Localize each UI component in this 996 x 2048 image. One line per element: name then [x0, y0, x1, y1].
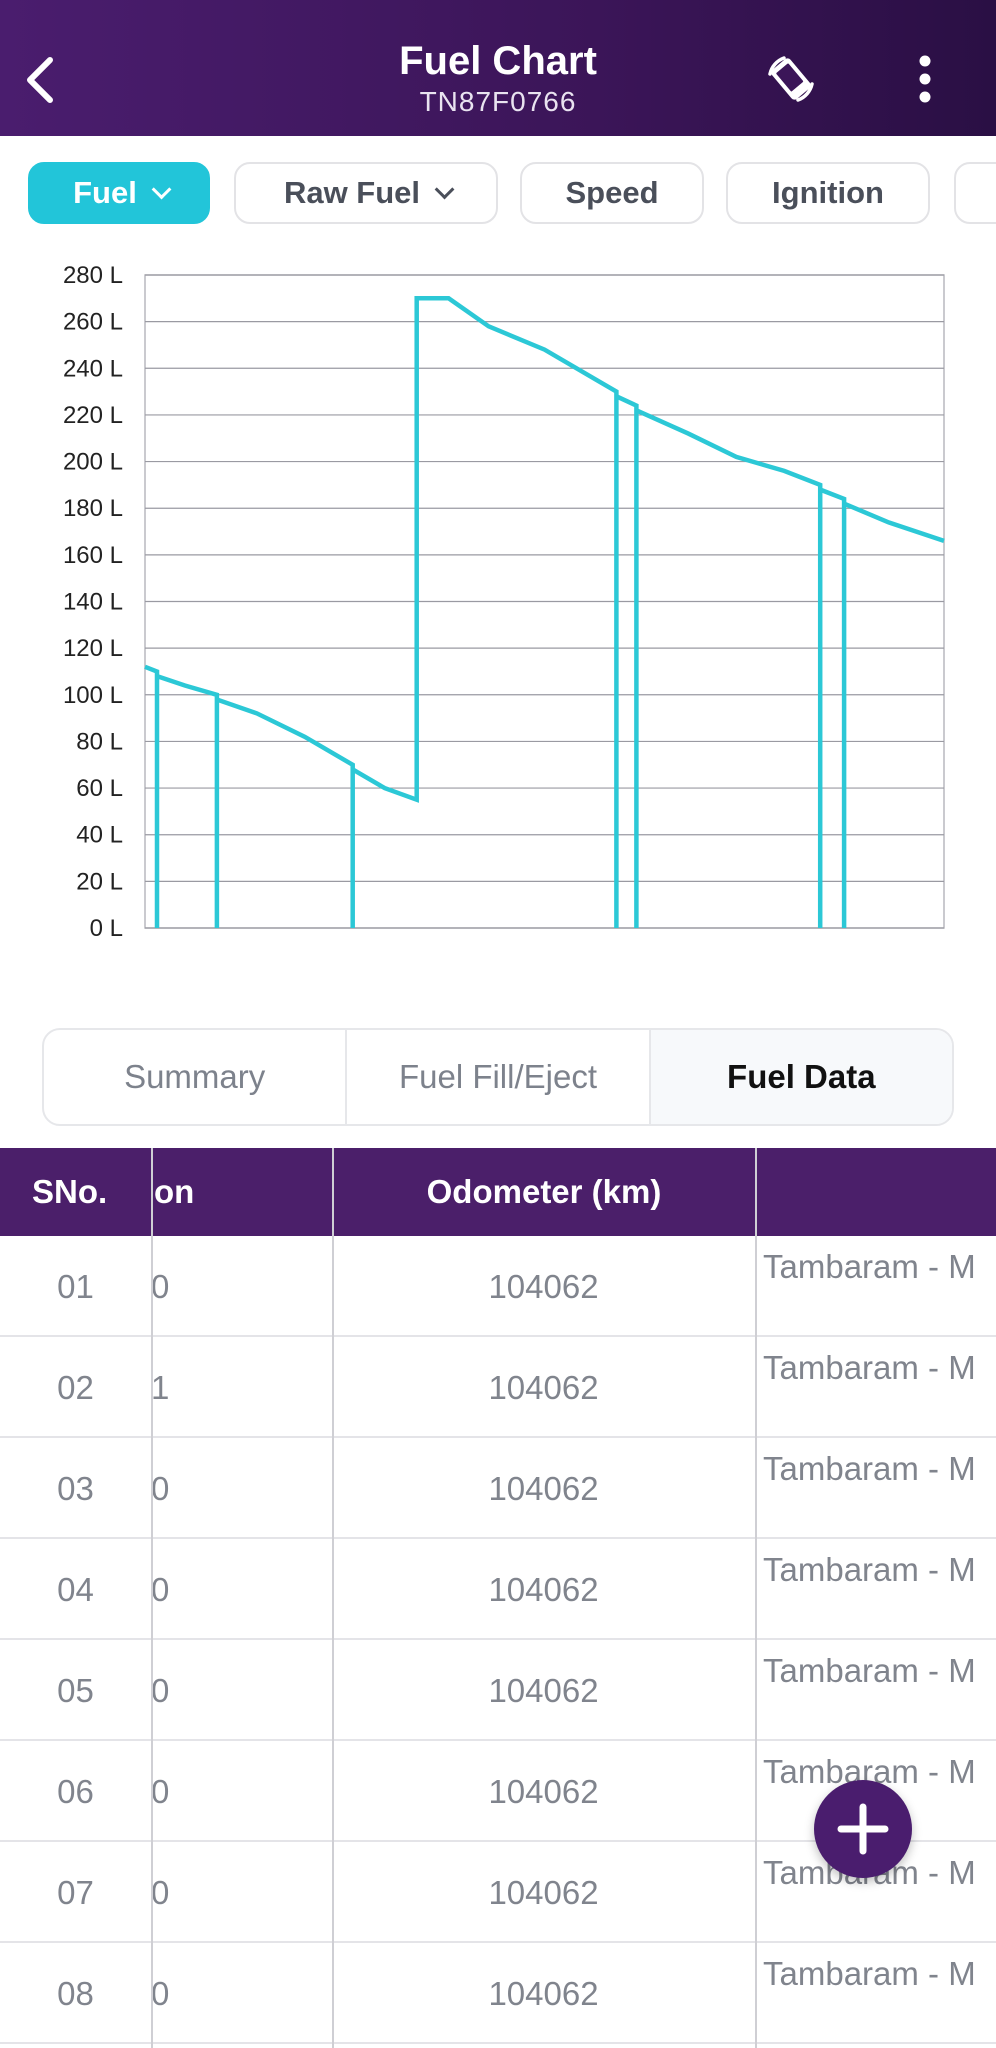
vehicle-number: TN87F0766 [419, 86, 577, 117]
column-divider [755, 1148, 757, 2048]
y-tick-label: 200 L [63, 449, 123, 476]
chevron-down-icon [434, 179, 455, 200]
y-tick-label: 140 L [63, 589, 123, 616]
tab-fuel-data[interactable]: Fuel Data [650, 1030, 952, 1124]
y-tick-label: 60 L [76, 775, 123, 802]
header-odometer: Odometer (km) [426, 1173, 662, 1210]
table-header: SNo. on Odometer (km) [0, 1148, 996, 1236]
y-tick-label: 240 L [63, 355, 123, 382]
cell-odometer: 104062 [488, 1671, 599, 1709]
cell-odometer: 104062 [488, 1267, 599, 1305]
y-tick-label: 0 L [90, 915, 123, 942]
y-tick-label: 120 L [63, 635, 123, 662]
more-vertical-icon [919, 55, 931, 103]
cell-ignition-partial: 0 [151, 1469, 170, 1507]
cell-sno: 02 [57, 1368, 94, 1406]
cell-location: Tambaram - M [763, 1652, 976, 1689]
cell-sno: 01 [57, 1267, 94, 1305]
cell-odometer: 104062 [488, 1469, 599, 1507]
chip-ignition-label: Ignition [772, 175, 884, 210]
y-tick-label: 80 L [76, 728, 123, 755]
cell-ignition-partial: 0 [151, 1570, 170, 1608]
table-row[interactable]: 03 0 104062 Tambaram - M [0, 1438, 996, 1539]
back-button[interactable] [14, 48, 74, 112]
chart-svg: 0 L 20 L 40 L 60 L 80 L 100 L 120 L 140 L 160 L 1… [63, 262, 945, 942]
column-divider [332, 1148, 334, 2048]
y-tick-label: 220 L [63, 402, 123, 429]
y-tick-label: 160 L [63, 542, 123, 569]
page-title: Fuel Chart [399, 39, 597, 83]
cell-ignition-partial: 0 [151, 1267, 170, 1305]
cell-location: Tambaram - M [763, 1551, 976, 1588]
fuel-series-line [144, 296, 945, 928]
chevron-left-icon [27, 57, 53, 103]
y-tick-label: 180 L [63, 495, 123, 522]
cell-sno: 03 [57, 1469, 94, 1507]
cell-location: Tambaram - M [763, 1955, 976, 1992]
cell-ignition-partial: 1 [151, 1368, 170, 1406]
more-options-button[interactable] [905, 50, 945, 110]
app-header: Fuel Chart TN87F0766 [0, 0, 996, 136]
cell-sno: 07 [57, 1873, 94, 1911]
cell-location: Tambaram - M [763, 1248, 976, 1285]
cell-sno: 06 [57, 1772, 94, 1810]
plus-icon [837, 1803, 889, 1855]
cell-sno: 08 [57, 1974, 94, 2012]
rotate-screen-button[interactable] [760, 52, 822, 106]
y-tick-label: 260 L [63, 309, 123, 336]
table-row[interactable]: 01 0 104062 Tambaram - M [0, 1236, 996, 1337]
cell-ignition-partial: 0 [151, 1772, 170, 1810]
fuel-data-table[interactable]: SNo. on Odometer (km) 01 0 104062 Tambaram … [0, 1148, 996, 2048]
column-divider [151, 1148, 153, 2048]
cell-odometer: 104062 [488, 1772, 599, 1810]
y-tick-label: 40 L [76, 822, 123, 849]
cell-location: Tambaram - M [763, 1349, 976, 1386]
chip-ignition[interactable]: Ignition [726, 162, 930, 224]
cell-ignition-partial: 0 [151, 1671, 170, 1709]
table-row[interactable]: 08 0 104062 Tambaram - M [0, 1943, 996, 2044]
header-ignition-partial: on [154, 1173, 195, 1210]
screen-rotate-icon [768, 56, 814, 102]
chip-fuel[interactable]: Fuel [28, 162, 210, 224]
y-tick-label: 280 L [63, 262, 123, 289]
y-tick-label: 100 L [63, 682, 123, 709]
cell-ignition-partial: 0 [151, 1873, 170, 1911]
tab-fuel-fill-eject[interactable]: Fuel Fill/Eject [347, 1030, 651, 1124]
chip-speed[interactable]: Speed [520, 162, 704, 224]
chip-speed-label: Speed [565, 175, 659, 210]
chip-more-partial[interactable] [954, 162, 996, 224]
add-fab-button[interactable] [814, 1780, 912, 1878]
y-tick-label: 20 L [76, 868, 123, 895]
table-row[interactable]: 04 0 104062 Tambaram - M [0, 1539, 996, 1640]
chip-fuel-label: Fuel [73, 175, 137, 210]
cell-sno: 05 [57, 1671, 94, 1709]
chip-raw-fuel-label: Raw Fuel [283, 175, 421, 210]
cell-odometer: 104062 [488, 1873, 599, 1911]
table-row[interactable]: 02 1 104062 Tambaram - M [0, 1337, 996, 1438]
cell-odometer: 104062 [488, 1570, 599, 1608]
cell-location: Tambaram - M [763, 1450, 976, 1487]
chart-type-chips: Fuel Raw Fuel Speed Ignition [0, 162, 996, 226]
cell-sno: 04 [57, 1570, 94, 1608]
header-sno: SNo. [32, 1173, 108, 1210]
cell-ignition-partial: 0 [151, 1974, 170, 2012]
cell-odometer: 104062 [488, 1974, 599, 2012]
chip-raw-fuel[interactable]: Raw Fuel [234, 162, 498, 224]
cell-odometer: 104062 [488, 1368, 599, 1406]
tab-summary[interactable]: Summary [44, 1030, 348, 1124]
header-title-group: Fuel Chart TN87F0766 [0, 36, 996, 118]
chevron-down-icon [151, 179, 172, 200]
fuel-line-chart: 0 L 20 L 40 L 60 L 80 L 100 L 120 L 140 L 160 L 1… [0, 250, 996, 950]
data-view-tabs: Summary Fuel Fill/Eject Fuel Data [42, 1028, 954, 1126]
table-row[interactable]: 05 0 104062 Tambaram - M [0, 1640, 996, 1741]
